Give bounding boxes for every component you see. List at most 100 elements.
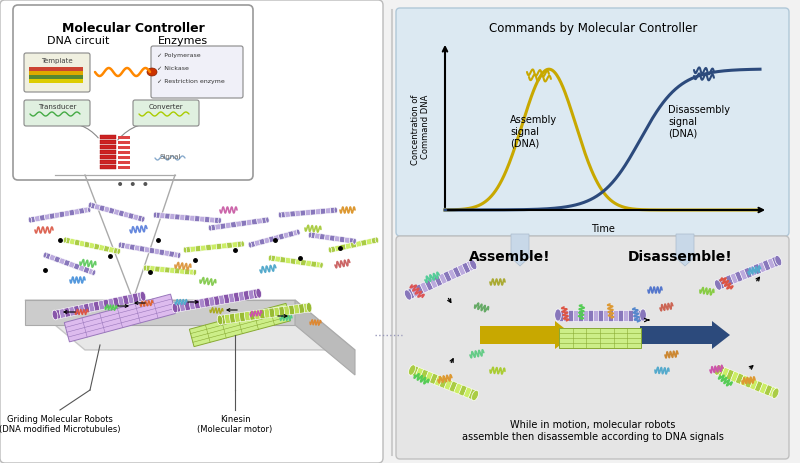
Polygon shape (290, 258, 296, 264)
Polygon shape (174, 252, 179, 258)
Polygon shape (84, 241, 90, 248)
Polygon shape (573, 309, 578, 320)
Polygon shape (430, 373, 438, 384)
Polygon shape (463, 387, 472, 398)
Bar (100, 150, 116, 154)
Polygon shape (730, 371, 739, 382)
Polygon shape (315, 209, 321, 215)
Polygon shape (54, 212, 60, 219)
Polygon shape (298, 304, 305, 313)
Polygon shape (443, 271, 452, 282)
Polygon shape (74, 239, 80, 246)
Polygon shape (295, 300, 355, 375)
Polygon shape (301, 260, 306, 266)
Polygon shape (180, 214, 185, 220)
Polygon shape (103, 245, 110, 252)
Text: Assembly
signal
(DNA): Assembly signal (DNA) (510, 115, 557, 148)
Polygon shape (114, 248, 119, 254)
Ellipse shape (409, 365, 415, 375)
Polygon shape (184, 301, 190, 311)
Polygon shape (44, 214, 50, 220)
Text: ✓ Restriction enzyme: ✓ Restriction enzyme (157, 79, 225, 84)
Polygon shape (44, 252, 51, 259)
Polygon shape (350, 242, 357, 248)
Polygon shape (190, 269, 195, 275)
Polygon shape (185, 215, 190, 221)
Polygon shape (109, 247, 114, 253)
Polygon shape (74, 263, 80, 270)
Polygon shape (34, 215, 40, 222)
Polygon shape (254, 240, 260, 246)
Polygon shape (758, 262, 766, 273)
Polygon shape (94, 244, 100, 250)
Polygon shape (139, 246, 145, 252)
Polygon shape (735, 373, 744, 384)
Polygon shape (285, 211, 290, 217)
Ellipse shape (278, 212, 282, 218)
Text: Disassembly
signal
(DNA): Disassembly signal (DNA) (668, 105, 730, 138)
Ellipse shape (554, 309, 562, 321)
Polygon shape (578, 309, 583, 320)
Polygon shape (74, 306, 80, 315)
Ellipse shape (28, 217, 32, 223)
Polygon shape (311, 261, 317, 267)
Ellipse shape (256, 288, 262, 298)
Polygon shape (150, 266, 155, 272)
Ellipse shape (52, 310, 58, 320)
FancyBboxPatch shape (396, 8, 789, 236)
Ellipse shape (172, 303, 178, 313)
Polygon shape (64, 294, 176, 342)
Polygon shape (283, 232, 290, 238)
Ellipse shape (154, 212, 157, 218)
Ellipse shape (248, 242, 252, 248)
Text: Kinesin
(Molecular motor): Kinesin (Molecular motor) (198, 415, 273, 434)
Polygon shape (30, 216, 35, 223)
Bar (118, 161, 130, 164)
Polygon shape (103, 299, 110, 309)
Polygon shape (254, 310, 260, 319)
Polygon shape (420, 282, 429, 293)
Polygon shape (228, 293, 235, 303)
Polygon shape (325, 234, 330, 241)
Polygon shape (69, 261, 75, 268)
Polygon shape (588, 309, 593, 320)
Polygon shape (194, 216, 200, 222)
Text: Assemble!: Assemble! (469, 250, 551, 264)
Polygon shape (559, 328, 641, 348)
Text: Molecular Controller: Molecular Controller (62, 22, 204, 35)
Polygon shape (94, 204, 100, 210)
Polygon shape (633, 309, 638, 320)
Polygon shape (59, 211, 65, 218)
Polygon shape (306, 260, 311, 267)
Polygon shape (165, 267, 170, 273)
Polygon shape (145, 265, 150, 271)
Polygon shape (190, 215, 195, 221)
Ellipse shape (405, 290, 411, 300)
Polygon shape (234, 292, 240, 302)
Polygon shape (223, 294, 230, 304)
Polygon shape (295, 259, 302, 265)
Polygon shape (744, 267, 752, 278)
Text: ✓ Nickase: ✓ Nickase (157, 66, 189, 71)
Polygon shape (366, 238, 372, 245)
Polygon shape (113, 297, 119, 307)
Polygon shape (754, 381, 763, 392)
Polygon shape (104, 206, 110, 213)
Polygon shape (303, 303, 310, 313)
FancyBboxPatch shape (133, 100, 199, 126)
Polygon shape (154, 266, 160, 272)
Polygon shape (74, 208, 80, 215)
Polygon shape (767, 258, 775, 269)
Polygon shape (628, 309, 633, 320)
Polygon shape (716, 278, 725, 290)
Polygon shape (316, 262, 322, 268)
Polygon shape (558, 309, 563, 320)
Polygon shape (122, 295, 130, 305)
Polygon shape (278, 307, 285, 316)
Polygon shape (174, 268, 180, 274)
Ellipse shape (334, 207, 338, 213)
Polygon shape (244, 312, 250, 321)
Bar (29, 79, 83, 82)
Polygon shape (326, 208, 331, 214)
Polygon shape (134, 245, 140, 251)
